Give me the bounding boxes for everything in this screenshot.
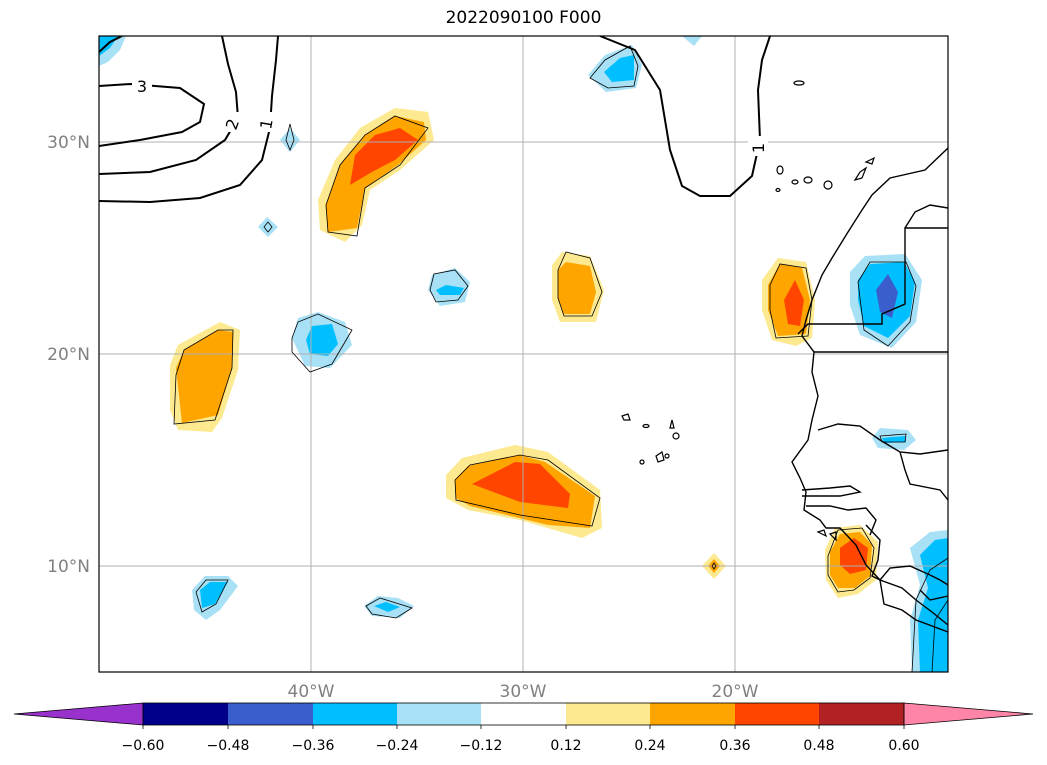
anomaly-orange-3-mid [176,330,233,423]
contour-2 [99,36,240,175]
colorbar-tick-label: −0.12 [460,738,503,754]
colorbar-segment-8 [735,703,819,725]
colorbar-segment-5 [481,703,566,725]
island-sao-nicolau [642,423,650,429]
island-bissagos-2 [828,531,837,542]
colorbar-extend-high [903,702,1034,726]
contour-label-1-east: 1 [749,143,768,153]
colorbar-extend-low [13,702,144,726]
colorbar-tick-label: −0.60 [122,738,165,754]
colorbar-segment-1 [143,703,228,725]
colorbar-segment-7 [650,703,735,725]
border-burkina [899,451,948,501]
colorbar-segment-3 [313,703,397,725]
coastlines [791,147,948,633]
latitude-labels: 30°N 20°N 10°N [47,133,90,577]
island-fuerteventura [853,166,868,182]
border-guinea-bissau [806,505,877,536]
map-frame [98,35,949,673]
anomaly-orange-5-core [784,280,804,326]
island-brava [639,459,645,465]
border-ivory [929,574,948,586]
anomaly-blue-5-core [306,324,338,356]
border-sierra-leone [879,579,948,633]
island-lanzarote [864,156,876,165]
island-gran-canaria [823,180,833,190]
contour-1-west [99,36,279,204]
anomaly-orange-4-core [472,462,570,508]
contour-label-1-west: 1 [256,117,276,130]
coast-africa [791,147,948,626]
anomaly-blue-8-peak [876,274,898,318]
anomaly-blue-2 [280,128,300,152]
island-santiago [664,453,670,459]
anomaly-blue-6-core [604,55,634,82]
anomaly-orange-1-mid [326,116,426,232]
colorbar-frame [142,702,905,726]
border-morocco [904,204,948,229]
lon-label-20w: 20°W [712,682,759,702]
colorbar-tick-label: −0.36 [292,738,335,754]
anomaly-orange-7-core [840,538,868,574]
islands [621,80,876,542]
border-senegal [817,423,948,455]
contour-lines [99,36,771,204]
anomaly-outlines [173,45,948,672]
anomaly-blue-9-core [882,436,906,443]
contour-label-3: 3 [137,77,147,96]
contour-label-group: 3 2 1 1 [132,74,768,156]
contour-1-east [599,36,771,197]
colorbar-segment-2 [228,703,313,725]
anomaly-orange-2-mid [558,262,596,314]
anomaly-blue-10-core [200,582,228,608]
border-liberia [919,589,948,601]
colorbar: −0.60 −0.48 −0.36 −0.24 −0.12 0.12 0.24 … [13,702,1034,754]
island-hierro [775,187,781,193]
lon-label-40w: 40°W [288,682,335,702]
colorbar-tick-label: 0.36 [719,738,750,754]
border-gambia [801,485,862,497]
lat-label-20n: 20°N [47,345,90,365]
contour-1-nw [99,36,123,53]
gridlines [99,36,948,672]
colorbar-tick-label: 0.24 [634,738,665,754]
colorbar-tick-marks [142,725,905,729]
colorbar-segment-6 [566,703,650,725]
colorbar-tick-label: 0.12 [550,738,581,754]
anomaly-blue-12-core [918,538,948,672]
island-gomera [791,179,799,185]
island-fogo [655,451,665,463]
longitude-labels: 40°W 30°W 20°W [288,682,759,702]
colorbar-tick-label: 0.60 [888,738,919,754]
colorbar-tick-label: −0.48 [207,738,250,754]
island-bissagos-1 [816,529,828,538]
lat-label-30n: 30°N [47,133,90,153]
anomaly-blue-7 [682,36,702,46]
colorbar-segment-9 [819,703,904,725]
island-tenerife [803,176,813,184]
lat-label-10n: 10°N [47,557,90,577]
colorbar-tick-label: −0.24 [376,738,419,754]
island-santo-antao [621,413,631,421]
map-title: 2022090100 F000 [445,8,602,28]
border-guinea [865,524,931,581]
colorbar-segment-4 [397,703,481,725]
colorbar-tick-label: 0.48 [803,738,834,754]
island-madeira [793,80,805,86]
anomaly-blue-4-core [436,285,464,295]
lon-label-30w: 30°W [500,682,547,702]
island-boa-vista [672,432,680,440]
anomaly-blue-3 [258,217,278,237]
anomaly-blue-11-core [374,602,400,612]
island-sal [669,419,675,429]
island-la-palma [776,165,784,175]
